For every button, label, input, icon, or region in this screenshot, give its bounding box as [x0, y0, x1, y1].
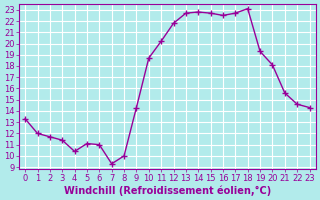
- X-axis label: Windchill (Refroidissement éolien,°C): Windchill (Refroidissement éolien,°C): [64, 185, 271, 196]
